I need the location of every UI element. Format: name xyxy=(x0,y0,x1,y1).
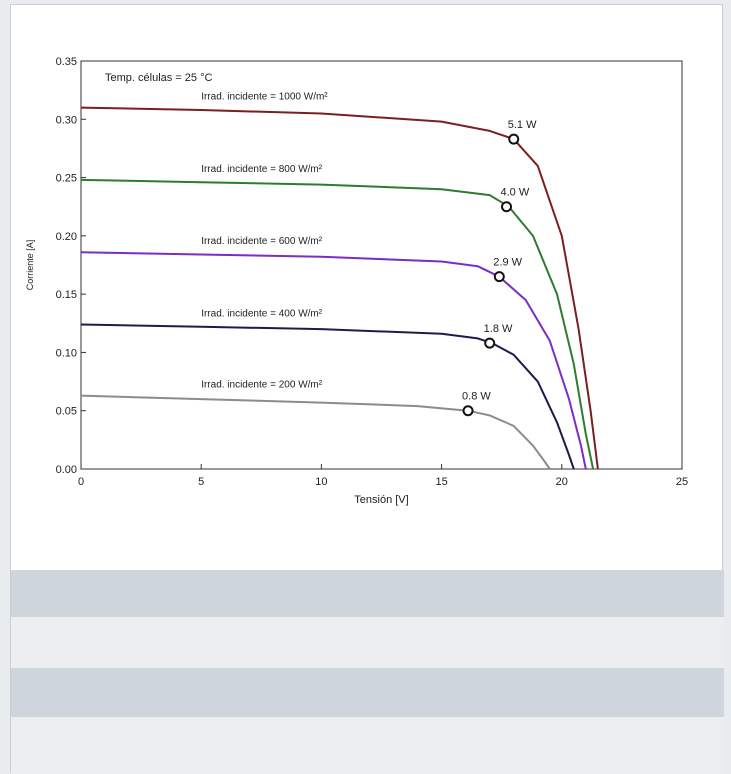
x-tick-label: 25 xyxy=(676,476,688,488)
mpp-marker-4 xyxy=(462,405,474,417)
x-axis-label: Tensión [V] xyxy=(354,494,408,506)
x-tick-label: 0 xyxy=(78,476,84,488)
mpp-label-3: 1.8 W xyxy=(484,323,513,335)
x-tick-label: 15 xyxy=(435,476,447,488)
y-tick-label: 0.10 xyxy=(56,347,77,359)
axes: 0 5 10 15 20 25 0.00 0.05 0.10 0.15 0.20 0.25 0.30 0.… xyxy=(25,56,688,506)
temperature-annotation: Temp. células = 25 °C xyxy=(105,72,212,84)
series-label-3: Irrad. incidente = 400 W/m² xyxy=(201,308,323,319)
y-tick-label: 0.25 xyxy=(56,173,77,185)
series-line-0 xyxy=(80,106,599,470)
plot-frame xyxy=(80,60,683,470)
series-layer xyxy=(80,106,599,470)
series-label-4: Irrad. incidente = 200 W/m² xyxy=(201,380,323,391)
table-band-3 xyxy=(11,668,724,717)
y-axis-label: Corriente [A] xyxy=(25,240,35,291)
mpp-marker-2 xyxy=(493,271,505,283)
series-label-2: Irrad. incidente = 600 W/m² xyxy=(201,236,323,247)
series-label-0: Irrad. incidente = 1000 W/m² xyxy=(201,92,328,103)
series-line-1 xyxy=(80,178,595,470)
x-tick-label: 10 xyxy=(315,476,327,488)
mpp-marker-0 xyxy=(508,133,520,145)
x-tick-label: 5 xyxy=(198,476,204,488)
iv-chart: 0 5 10 15 20 25 0.00 0.05 0.10 0.15 0.20 0.25 0.30 0.… xyxy=(25,56,688,506)
table-band-4 xyxy=(11,717,724,774)
series-line-4 xyxy=(80,394,551,470)
y-tick-label: 0.15 xyxy=(56,289,77,301)
image-frame: 0 5 10 15 20 25 0.00 0.05 0.10 0.15 0.20 0.25 0.30 0.… xyxy=(10,4,724,774)
y-tick-label: 0.35 xyxy=(56,56,77,68)
y-tick-label: 0.00 xyxy=(56,464,77,476)
y-tick-label: 0.30 xyxy=(56,114,77,126)
mpp-label-4: 0.8 W xyxy=(462,391,491,403)
mpp-label-1: 4.0 W xyxy=(501,187,530,199)
series-line-2 xyxy=(80,251,587,470)
series-line-3 xyxy=(80,323,575,470)
table-band-1 xyxy=(11,570,724,617)
y-tick-label: 0.20 xyxy=(56,231,77,243)
labels-layer: Temp. células = 25 °C Irrad. incidente = … xyxy=(105,72,537,403)
mpp-label-0: 5.1 W xyxy=(508,119,537,131)
mpp-marker-1 xyxy=(501,201,513,213)
mpp-marker-3 xyxy=(484,337,496,349)
table-band-2 xyxy=(11,617,724,668)
y-tick-label: 0.05 xyxy=(56,406,77,418)
series-label-1: Irrad. incidente = 800 W/m² xyxy=(201,164,323,175)
x-tick-label: 20 xyxy=(556,476,568,488)
mpp-label-2: 2.9 W xyxy=(493,257,522,269)
